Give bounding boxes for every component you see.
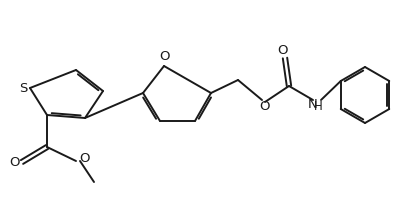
- Text: O: O: [80, 153, 90, 165]
- Text: S: S: [19, 82, 27, 94]
- Text: O: O: [10, 157, 20, 170]
- Text: O: O: [259, 99, 269, 112]
- Text: O: O: [278, 44, 288, 56]
- Text: H: H: [314, 100, 323, 114]
- Text: O: O: [160, 51, 170, 63]
- Text: N: N: [308, 97, 318, 111]
